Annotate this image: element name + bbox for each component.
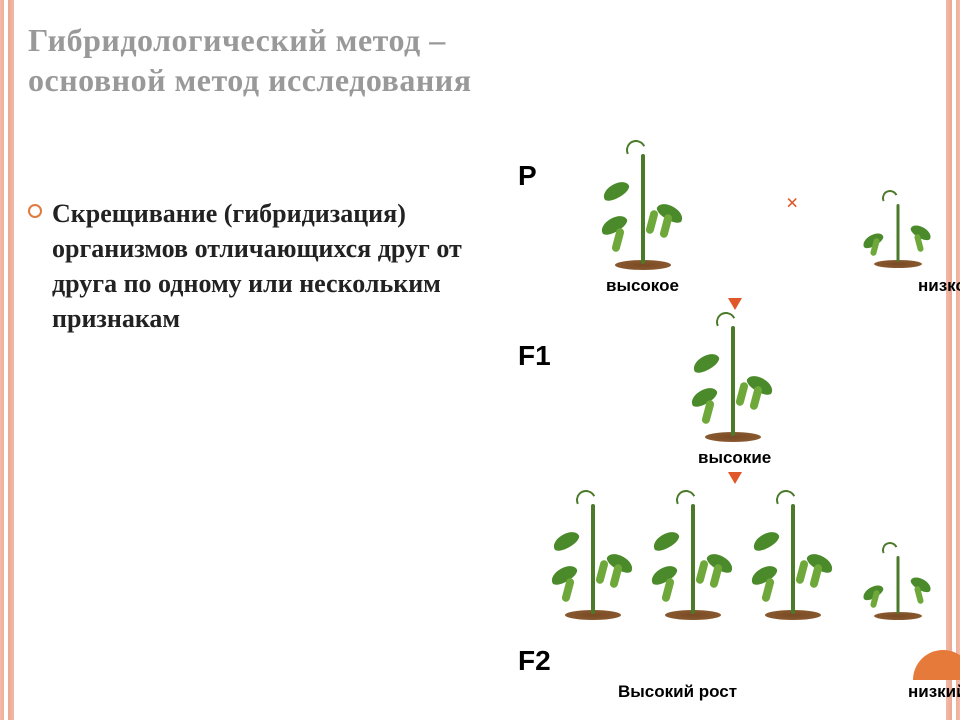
body-text-block: Скрещивание (гибридизация) организмов от… — [28, 136, 488, 336]
plant-P-tall — [608, 140, 678, 270]
label-P-short: низкое — [918, 276, 960, 296]
plant-F2-tall-3 — [758, 490, 828, 620]
label-P: P — [518, 160, 537, 192]
cross-icon: × — [786, 190, 799, 216]
slide-content: Гибридологический метод – основной метод… — [28, 20, 932, 710]
plant-P-short — [868, 188, 928, 268]
plant-F1-tall — [698, 312, 768, 442]
label-F1: F1 — [518, 340, 551, 372]
label-F2-short: низкий — [908, 682, 960, 702]
label-F2: F2 — [518, 645, 551, 677]
plant-F2-tall-1 — [558, 490, 628, 620]
title-line-1: Гибридологический метод – — [28, 22, 446, 58]
arrow-down-icon-2 — [728, 472, 742, 484]
title-line-2: основной метод исследования — [28, 62, 472, 98]
bullet-icon — [28, 204, 42, 218]
slide-title: Гибридологический метод – основной метод… — [28, 20, 932, 100]
slide-border-left — [0, 0, 14, 720]
plant-F2-short — [868, 540, 928, 620]
decor-half-circle — [913, 650, 960, 680]
plant-F2-tall-2 — [658, 490, 728, 620]
arrow-down-icon — [728, 298, 742, 310]
label-P-tall: высокое — [606, 276, 679, 296]
label-F1-tall: высокие — [698, 448, 771, 468]
label-F2-tall: Высокий рост — [618, 682, 737, 702]
body-text: Скрещивание (гибридизация) организмов от… — [52, 196, 488, 336]
inheritance-diagram: P × высокое низкое F1 высокие F2 — [518, 140, 960, 720]
